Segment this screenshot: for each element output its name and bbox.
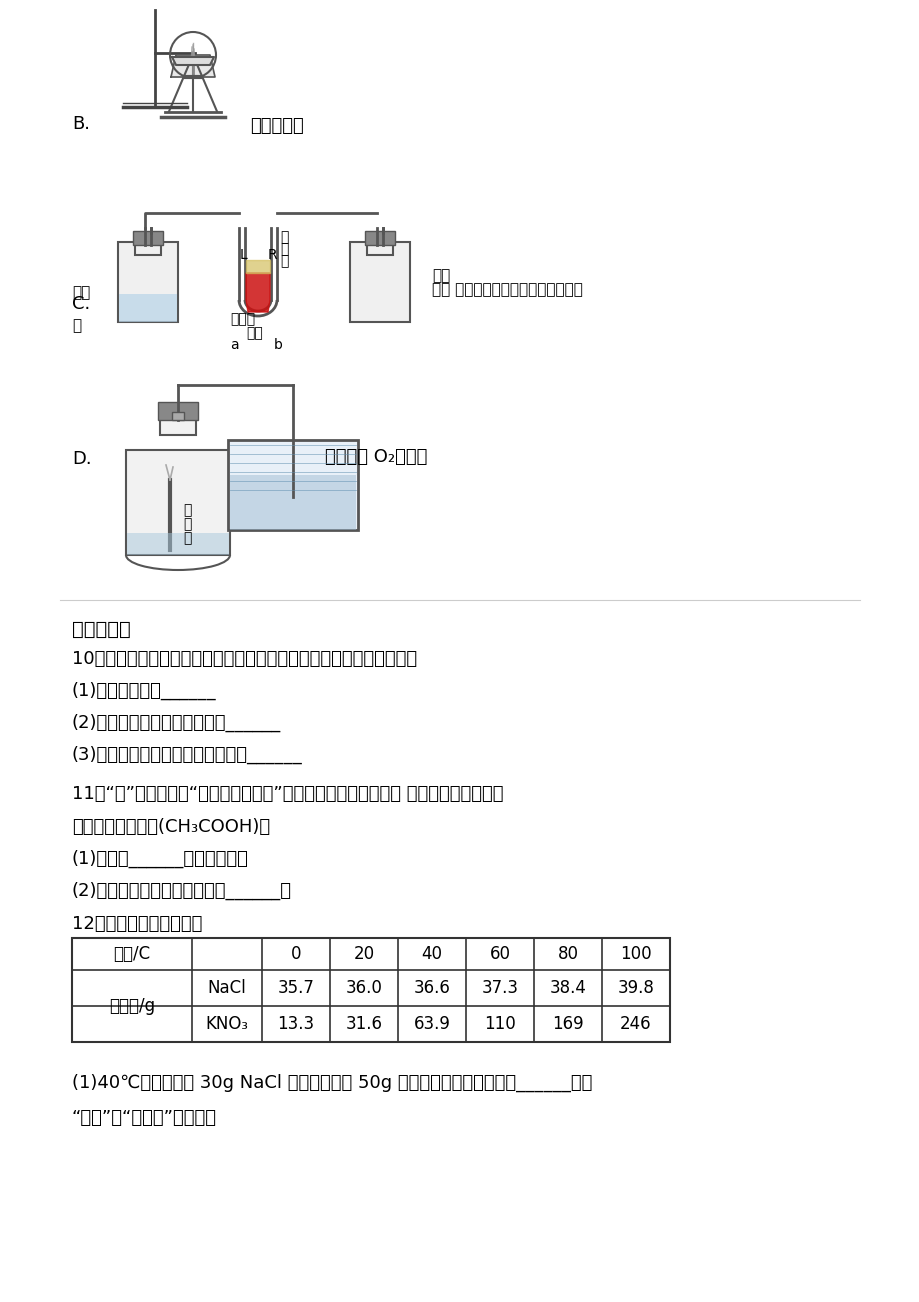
Text: (1)40℃时，向盛有 30g NaCl 的烧杯中加入 50g 水，充分溶解后得到的是______（填: (1)40℃时，向盛有 30g NaCl 的烧杯中加入 50g 水，充分溶解后得… <box>72 1074 592 1092</box>
Polygon shape <box>171 55 215 77</box>
Bar <box>160 405 196 435</box>
Text: 氧气反应生成醋酸(CH₃COOH)。: 氧气反应生成醋酸(CH₃COOH)。 <box>72 818 270 836</box>
Bar <box>133 230 163 245</box>
Bar <box>158 402 198 421</box>
Text: 温度/C: 温度/C <box>113 945 151 963</box>
Text: B.: B. <box>72 115 90 133</box>
Text: 31.6: 31.6 <box>346 1016 382 1032</box>
Text: 10．化学用语的规范书写是学习化学的必备技能，请用化学用语填空。: 10．化学用语的规范书写是学习化学的必备技能，请用化学用语填空。 <box>72 650 416 668</box>
Text: 0: 0 <box>290 945 301 963</box>
Text: 80: 80 <box>557 945 578 963</box>
Text: a: a <box>230 339 238 352</box>
Polygon shape <box>245 273 269 312</box>
Text: 溶解度/g: 溶解度/g <box>108 997 155 1016</box>
Text: D.: D. <box>72 450 92 467</box>
Text: 木: 木 <box>183 503 191 517</box>
Text: (2)氧化铜中铜元素的化合价：______: (2)氧化铜中铜元素的化合价：______ <box>72 713 281 732</box>
Polygon shape <box>172 57 214 65</box>
Text: 13.3: 13.3 <box>278 1016 314 1032</box>
Text: 37.3: 37.3 <box>481 979 518 997</box>
Text: KNO₃: KNO₃ <box>205 1016 248 1032</box>
Text: 246: 246 <box>619 1016 651 1032</box>
Text: 测空气中 O₂的含量: 测空气中 O₂的含量 <box>324 448 427 466</box>
Text: 空气: 空气 <box>72 285 90 299</box>
Text: C.: C. <box>72 296 90 312</box>
Bar <box>119 294 176 322</box>
Text: 干燥: 干燥 <box>432 268 449 283</box>
Text: L: L <box>240 247 247 262</box>
Text: b: b <box>274 339 282 352</box>
Bar <box>126 450 230 555</box>
Text: (3)保持氢气化学性质的最小微粒：______: (3)保持氢气化学性质的最小微粒：______ <box>72 746 302 764</box>
Polygon shape <box>245 260 269 273</box>
Text: 169: 169 <box>551 1016 584 1032</box>
Text: 100: 100 <box>619 945 651 963</box>
Text: 63.9: 63.9 <box>414 1016 450 1032</box>
Text: 20: 20 <box>353 945 374 963</box>
Bar <box>230 475 356 530</box>
Bar <box>72 937 669 1042</box>
Text: 油: 油 <box>279 254 288 268</box>
Text: 40: 40 <box>421 945 442 963</box>
Text: 39.8: 39.8 <box>617 979 653 997</box>
Text: 物: 物 <box>279 242 288 256</box>
Text: (1)两个硫原子：______: (1)两个硫原子：______ <box>72 682 216 700</box>
Bar <box>118 242 177 322</box>
Text: 二、填空题: 二、填空题 <box>72 620 130 639</box>
Text: 38.4: 38.4 <box>549 979 585 997</box>
Text: 36.0: 36.0 <box>346 979 382 997</box>
Text: 炭: 炭 <box>183 517 191 531</box>
Text: NaCl: NaCl <box>208 979 246 997</box>
Text: 35.7: 35.7 <box>278 979 314 997</box>
Text: 蒸发食盐水: 蒸发食盐水 <box>250 117 303 135</box>
Text: 110: 110 <box>483 1016 516 1032</box>
Text: 水: 水 <box>72 318 81 333</box>
Text: R: R <box>267 247 278 262</box>
Text: 60: 60 <box>489 945 510 963</box>
Text: (2)醋酸中碳元素的质量分数为______。: (2)醋酸中碳元素的质量分数为______。 <box>72 881 291 900</box>
Text: 植: 植 <box>279 230 288 243</box>
Text: 11．“醋”字可拆解为“二十一日酒变醋”，指的是一段时间内酒精 在微生物的作用下与: 11．“醋”字可拆解为“二十一日酒变醋”，指的是一段时间内酒精 在微生物的作用下… <box>72 785 503 803</box>
Text: 12．根据下表信息填空。: 12．根据下表信息填空。 <box>72 915 202 934</box>
Bar <box>367 233 392 255</box>
Text: 空气 探究水是铁生锈的必要条件之一: 空气 探究水是铁生锈的必要条件之一 <box>432 283 583 297</box>
Text: 36.6: 36.6 <box>414 979 450 997</box>
Text: 红墨水: 红墨水 <box>230 312 255 326</box>
Bar <box>349 242 410 322</box>
Text: 水: 水 <box>183 531 191 546</box>
Text: (1)醋酸由______种元素组成。: (1)醋酸由______种元素组成。 <box>72 850 249 868</box>
Text: 铁钉: 铁钉 <box>245 326 263 340</box>
Text: “饱和”或“不饱和”）溶液。: “饱和”或“不饱和”）溶液。 <box>72 1109 217 1128</box>
Bar <box>365 230 394 245</box>
Bar <box>135 233 161 255</box>
Bar <box>172 411 184 421</box>
Bar <box>127 533 229 555</box>
Bar <box>228 440 357 530</box>
